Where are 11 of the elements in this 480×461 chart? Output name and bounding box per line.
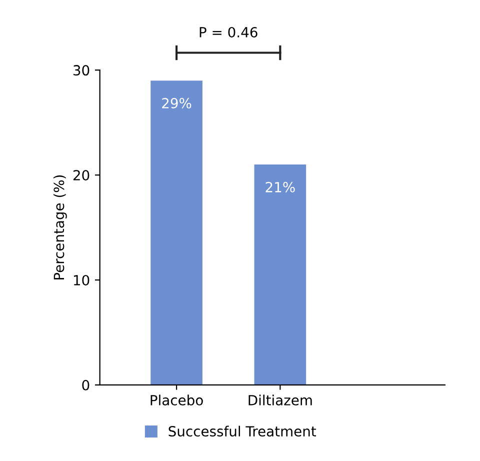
y-axis-title: Percentage (%): [53, 175, 67, 280]
legend-label: Successful Treatment: [168, 426, 316, 437]
x-tick-label: Diltiazem: [248, 394, 312, 406]
data-label: 29%: [162, 98, 192, 108]
y-tick-label: 20: [73, 170, 90, 180]
y-tick-label: 30: [74, 65, 90, 76]
data-label: 21%: [266, 182, 295, 192]
y-tick-label: 10: [74, 274, 90, 286]
y-tick-label: 0: [82, 380, 90, 390]
x-tick-label: Placebo: [150, 394, 203, 406]
text: P = 0.46: [200, 26, 258, 38]
